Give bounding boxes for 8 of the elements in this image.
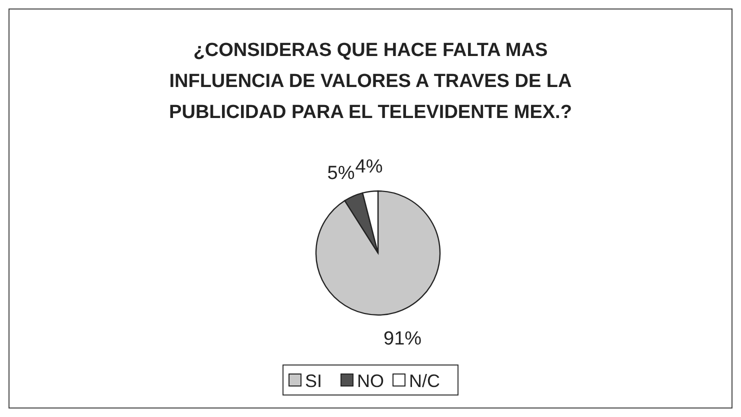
legend-label: SI: [305, 371, 322, 391]
pie-slice: [315, 190, 441, 316]
data-label: 5%: [327, 163, 355, 184]
data-label: 4%: [355, 156, 383, 178]
legend-label: N/C: [409, 371, 440, 391]
legend-label: NO: [357, 371, 384, 391]
data-label: 91%: [384, 328, 422, 350]
chart-title: ¿CONSIDERAS QUE HACE FALTA MAS INFLUENCIA DE VALORES A TRAVES DE LA PUBLICIDAD PARA EL TELEVIDENTE MEX.?: [169, 40, 572, 123]
